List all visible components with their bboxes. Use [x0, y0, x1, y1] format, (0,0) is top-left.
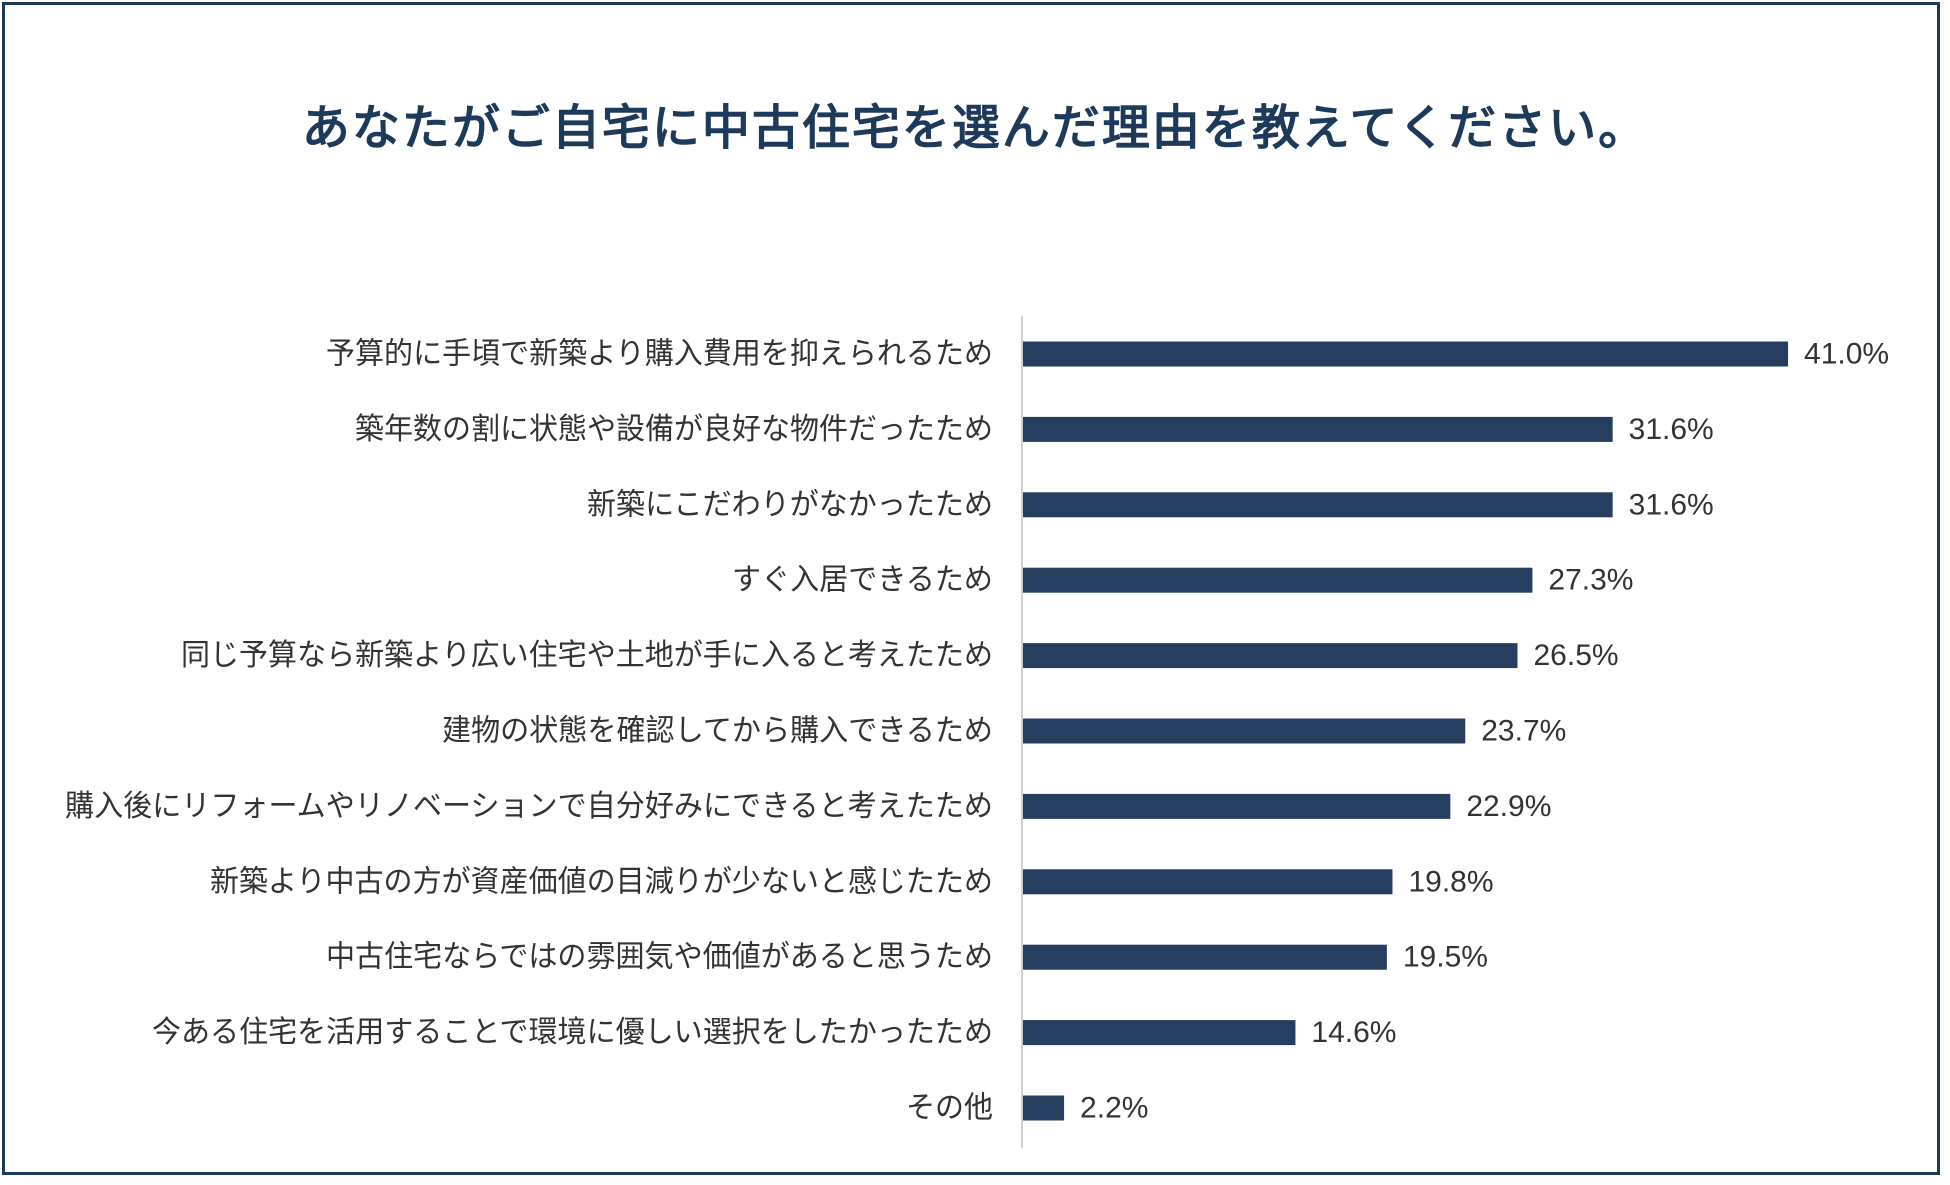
value-label: 23.7% [1481, 715, 1566, 748]
category-label: 予算的に手頃で新築より購入費用を抑えられるため [326, 337, 993, 372]
value-label: 31.6% [1629, 488, 1714, 521]
value-label: 41.0% [1804, 338, 1889, 371]
bar [1023, 944, 1387, 970]
category-label: 新築より中古の方が資産価値の目減りが少ないと感じたため [210, 864, 993, 899]
category-label: 中古住宅ならではの雰囲気や価値があると思うため [326, 940, 993, 975]
value-label: 26.5% [1533, 639, 1618, 672]
bar [1023, 718, 1466, 744]
category-label: 同じ予算なら新築より広い住宅や土地が手に入ると考えたため [181, 638, 993, 673]
category-label: 築年数の割に状態や設備が良好な物件だったため [355, 412, 993, 447]
bar [1023, 567, 1533, 593]
value-label: 2.2% [1080, 1092, 1148, 1125]
category-label: 新築にこだわりがなかったため [587, 487, 993, 522]
category-label: 購入後にリフォームやリノベーションで自分好みにできると考えたため [65, 789, 993, 824]
chart-title: あなたがご自宅に中古住宅を選んだ理由を教えてください。 [301, 100, 1649, 156]
category-label: その他 [906, 1091, 993, 1126]
bar [1023, 1095, 1065, 1121]
category-label: すぐ入居できるため [732, 563, 993, 598]
bar [1023, 492, 1613, 518]
value-label: 19.8% [1408, 865, 1493, 898]
category-label: 建物の状態を確認してから購入できるため [442, 714, 993, 749]
bar [1023, 1020, 1296, 1046]
bar [1023, 869, 1393, 895]
value-label: 14.6% [1311, 1016, 1396, 1049]
category-label: 今ある住宅を活用することで環境に優しい選択をしたかったため [152, 1015, 993, 1050]
value-label: 31.6% [1629, 413, 1714, 446]
bar [1023, 643, 1518, 669]
bar [1023, 341, 1789, 367]
value-label: 19.5% [1403, 941, 1488, 974]
bar [1023, 793, 1451, 819]
value-label: 22.9% [1466, 790, 1551, 823]
bar [1023, 416, 1613, 442]
value-label: 27.3% [1548, 564, 1633, 597]
